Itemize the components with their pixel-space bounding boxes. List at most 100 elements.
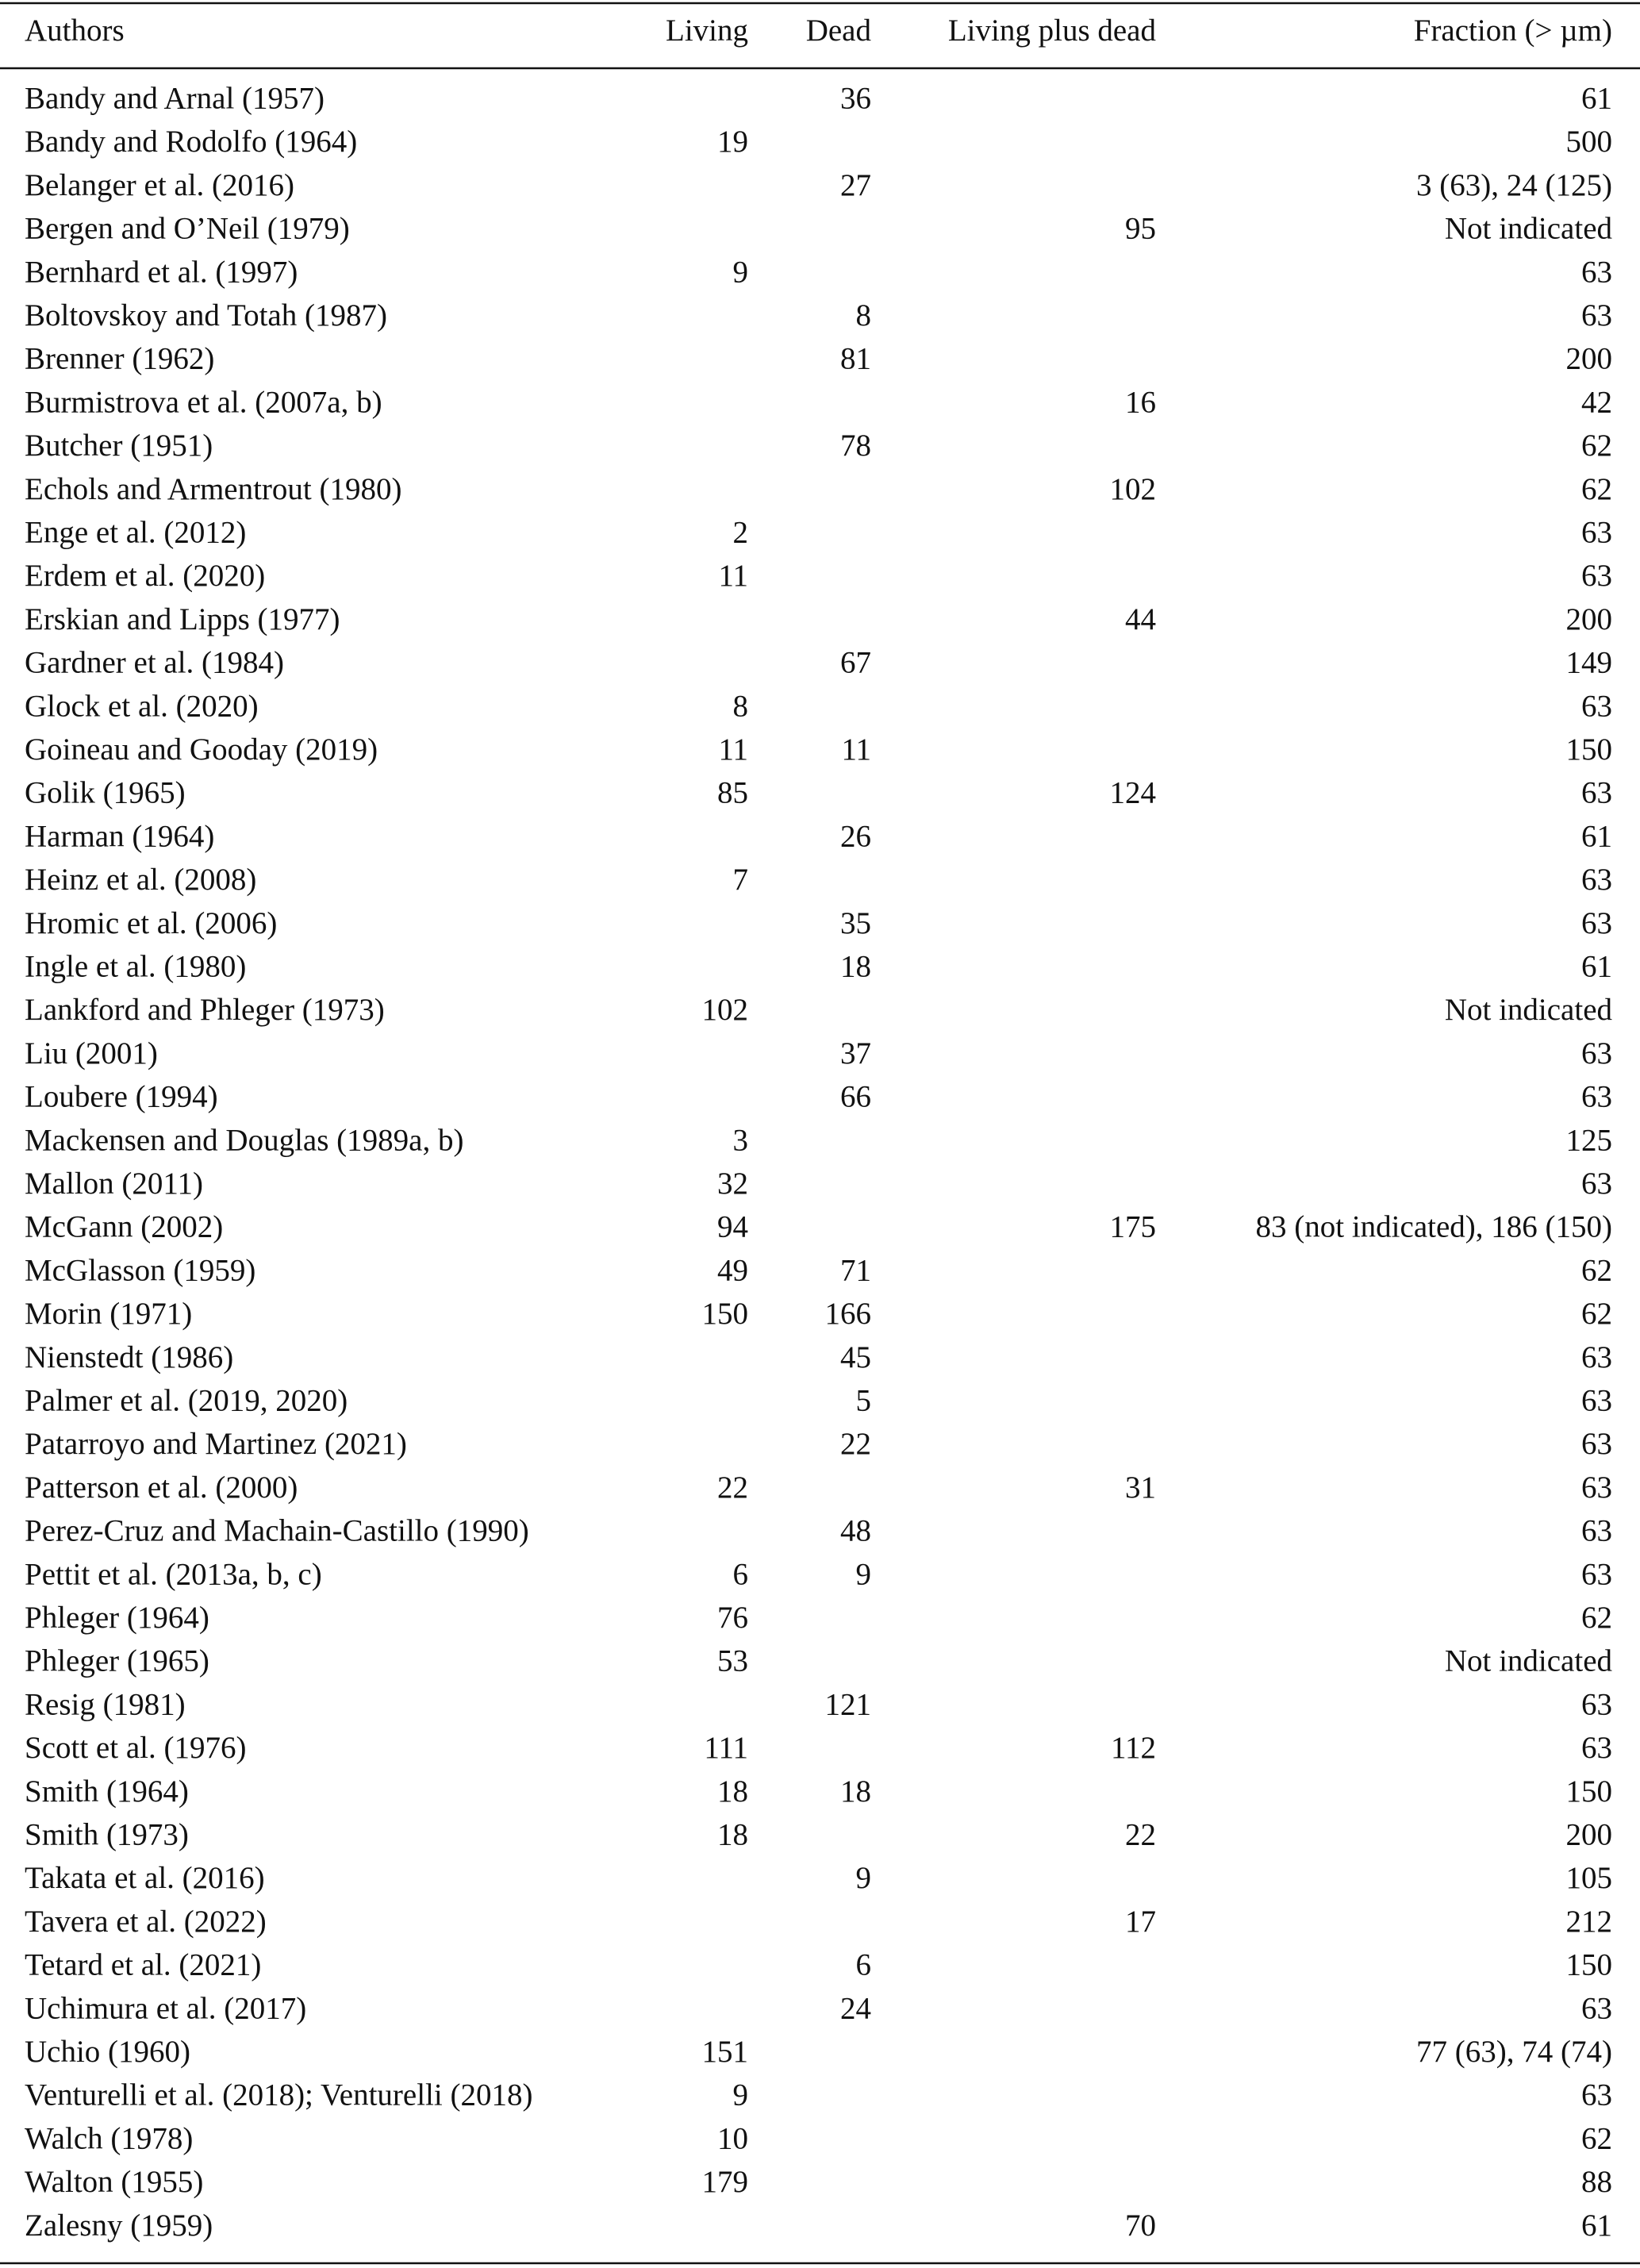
fraction-cell: 63 [1581,1687,1612,1721]
fraction-cell: 212 [1566,1905,1613,1939]
author-cell: Butcher (1951) [25,429,213,463]
author-cell: Ingle et al. (1980) [25,949,246,983]
author-cell: Pettit et al. (2013a, b, c) [25,1557,322,1591]
living-cell: 11 [718,559,748,593]
fraction-cell: 62 [1581,429,1612,463]
author-cell: Harman (1964) [25,819,214,853]
author-cell: Zalesny (1959) [25,2208,213,2243]
dead-cell: 166 [825,1297,872,1331]
author-cell: Patarroyo and Martinez (2021) [25,1427,407,1461]
author-cell: Smith (1973) [25,1817,189,1851]
author-cell: Erdem et al. (2020) [25,559,265,593]
author-cell: Golik (1965) [25,776,186,810]
author-cell: Glock et al. (2020) [25,689,259,723]
author-cell: Uchio (1960) [25,2035,190,2069]
living-cell: 179 [702,2165,749,2199]
author-cell: Phleger (1965) [25,1644,209,1678]
fraction-cell: 63 [1581,1731,1612,1765]
fraction-cell: 61 [1581,2208,1612,2243]
living-plus-dead-cell: 102 [1110,472,1157,506]
dead-cell: 18 [840,1774,871,1809]
fraction-cell: 63 [1581,255,1612,289]
dead-cell: 27 [840,168,871,202]
dead-cell: 48 [840,1514,871,1548]
fraction-cell: 83 (not indicated), 186 (150) [1256,1210,1612,1244]
living-plus-dead-cell: 22 [1125,1817,1156,1851]
living-plus-dead-cell: 124 [1110,776,1157,810]
fraction-cell: 200 [1566,602,1613,636]
fraction-cell: 200 [1566,1817,1613,1851]
dead-cell: 9 [856,1557,872,1591]
author-cell: Heinz et al. (2008) [25,863,256,897]
fraction-cell: 63 [1581,1080,1612,1114]
dead-cell: 24 [840,1991,871,2025]
header-cell: Living plus dead [948,13,1157,48]
living-cell: 9 [733,2078,749,2112]
author-cell: Nienstedt (1986) [25,1340,233,1374]
living-cell: 18 [717,1817,748,1851]
living-cell: 9 [733,255,749,289]
author-cell: Bergen and O’Neil (1979) [25,212,350,246]
author-cell: Boltovskoy and Totah (1987) [25,298,387,333]
living-plus-dead-cell: 95 [1125,212,1156,246]
fraction-cell: 63 [1581,1991,1612,2025]
fraction-cell: 63 [1581,1470,1612,1505]
dead-cell: 35 [840,906,871,940]
fraction-cell: 500 [1566,125,1613,159]
living-cell: 8 [733,689,749,723]
living-plus-dead-cell: 16 [1125,385,1156,419]
fraction-cell: 63 [1581,776,1612,810]
living-plus-dead-cell: 17 [1125,1905,1156,1939]
living-cell: 19 [717,125,748,159]
author-cell: Patterson et al. (2000) [25,1470,298,1505]
living-cell: 53 [717,1644,748,1678]
fraction-cell: 62 [1581,472,1612,506]
fraction-cell: 63 [1581,1383,1612,1417]
dead-cell: 18 [840,949,871,983]
author-cell: Walch (1978) [25,2121,193,2155]
fraction-cell: 63 [1581,863,1612,897]
dead-cell: 66 [840,1080,871,1114]
living-cell: 151 [702,2035,749,2069]
author-cell: Bandy and Rodolfo (1964) [25,125,357,159]
living-cell: 3 [733,1123,749,1157]
fraction-cell: 150 [1566,1774,1613,1809]
dead-cell: 8 [856,298,872,333]
fraction-cell: 63 [1581,2078,1612,2112]
fraction-cell: 62 [1581,1601,1612,1635]
dead-cell: 121 [825,1687,872,1721]
author-cell: Morin (1971) [25,1297,192,1331]
fraction-cell: Not indicated [1445,212,1613,246]
author-cell: Resig (1981) [25,1687,186,1721]
author-cell: McGlasson (1959) [25,1253,255,1287]
author-cell: Loubere (1994) [25,1080,218,1114]
author-cell: Venturelli et al. (2018); Venturelli (20… [25,2078,532,2112]
living-cell: 2 [733,515,749,549]
fraction-cell: 63 [1581,559,1612,593]
fraction-cell: 63 [1581,1514,1612,1548]
living-cell: 94 [717,1210,748,1244]
fraction-cell: 62 [1581,1253,1612,1287]
fraction-cell: 200 [1566,342,1613,376]
living-plus-dead-cell: 70 [1125,2208,1156,2243]
fraction-cell: Not indicated [1445,993,1613,1027]
living-plus-dead-cell: 175 [1110,1210,1157,1244]
dead-cell: 9 [856,1861,872,1895]
author-cell: Walton (1955) [25,2165,203,2199]
author-cell: Tavera et al. (2022) [25,1905,267,1939]
living-plus-dead-cell: 112 [1111,1731,1156,1765]
fraction-cell: 63 [1581,1557,1612,1591]
dead-cell: 37 [840,1036,871,1071]
living-cell: 102 [702,993,749,1027]
fraction-cell: 61 [1581,819,1612,853]
author-cell: Brenner (1962) [25,342,214,376]
fraction-cell: 61 [1581,949,1612,983]
fraction-cell: 77 (63), 74 (74) [1416,2035,1612,2069]
author-cell: Mackensen and Douglas (1989a, b) [25,1123,463,1157]
living-cell: 10 [717,2121,748,2155]
living-plus-dead-cell: 44 [1125,602,1156,636]
fraction-cell: 62 [1581,1297,1612,1331]
living-plus-dead-cell: 31 [1125,1470,1156,1505]
